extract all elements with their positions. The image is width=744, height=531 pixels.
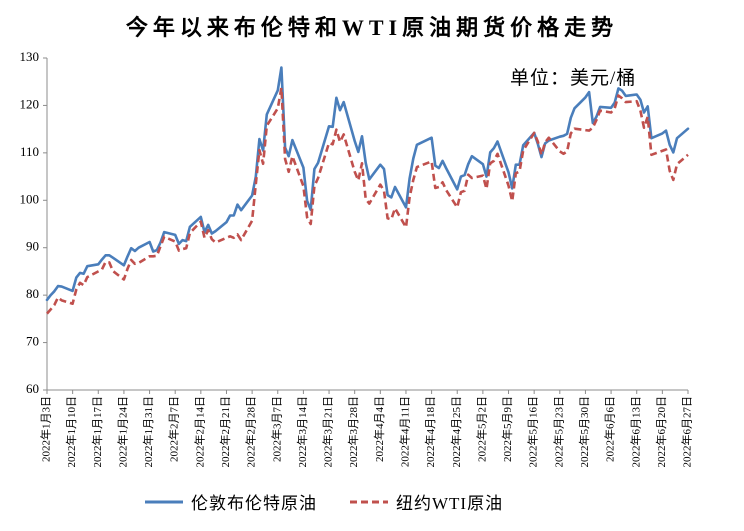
legend-swatch-wti <box>350 497 388 507</box>
x-tick-label: 2022年3月7日 <box>269 396 283 462</box>
x-tick-label: 2022年4月4日 <box>372 396 386 462</box>
x-tick-label: 2022年6月27日 <box>680 396 694 468</box>
x-tick-label: 2022年3月14日 <box>295 396 309 468</box>
wti-series-line <box>46 86 689 315</box>
x-tick-label: 2022年4月25日 <box>449 396 463 468</box>
x-tick-label: 2022年1月31日 <box>141 396 155 468</box>
x-tick-label: 2022年1月17日 <box>90 396 104 468</box>
x-tick-label: 2022年1月3日 <box>39 396 53 462</box>
legend-swatch-brent <box>145 497 183 507</box>
x-tick-label: 2022年4月11日 <box>397 396 411 467</box>
unit-label: 单位：美元/桶 <box>510 68 637 89</box>
x-tick-label: 2022年6月13日 <box>628 396 642 468</box>
x-tick-label: 2022年5月16日 <box>526 396 540 468</box>
y-tick-label: 90 <box>26 239 39 254</box>
x-tick-label: 2022年2月21日 <box>218 396 232 468</box>
chart-title: 今年以来布伦特和WTI原油期货价格走势 <box>125 15 619 40</box>
x-tick-label: 2022年5月30日 <box>577 396 591 468</box>
y-tick-label: 120 <box>20 96 40 111</box>
x-tick-label: 2022年2月28日 <box>244 396 258 468</box>
x-tick-label: 2022年3月21日 <box>321 396 335 468</box>
y-tick-label: 60 <box>26 381 39 396</box>
legend-label-wti: 纽约WTI原油 <box>396 494 504 513</box>
x-tick-label: 2022年1月10日 <box>64 396 78 468</box>
x-tick-label: 2022年6月6日 <box>603 396 617 462</box>
y-tick-label: 110 <box>20 144 39 159</box>
x-tick-label: 2022年2月7日 <box>167 396 181 462</box>
y-tick-label: 130 <box>20 49 40 64</box>
x-tick-label: 2022年5月2日 <box>474 396 488 462</box>
x-tick-label: 2022年4月18日 <box>423 396 437 468</box>
legend-item-brent: 伦敦布伦特原油 <box>145 489 317 514</box>
x-tick-label: 2022年2月14日 <box>192 396 206 468</box>
legend-swatch-brent-graphic <box>145 500 183 503</box>
x-tick-label: 2022年1月24日 <box>115 396 129 468</box>
x-tick-label: 2022年3月28日 <box>346 396 360 468</box>
legend-label-brent: 伦敦布伦特原油 <box>191 494 317 513</box>
y-tick-label: 70 <box>26 334 39 349</box>
x-tick-label: 2022年5月23日 <box>551 396 565 468</box>
y-tick-label: 80 <box>26 286 39 301</box>
x-tick-label: 2022年5月9日 <box>500 396 514 462</box>
legend-swatch-wti-graphic <box>350 500 388 503</box>
x-tick-label: 2022年6月20日 <box>654 396 668 468</box>
brent-series-line <box>45 66 690 302</box>
legend-item-wti: 纽约WTI原油 <box>350 489 503 514</box>
y-tick-label: 100 <box>20 191 40 206</box>
